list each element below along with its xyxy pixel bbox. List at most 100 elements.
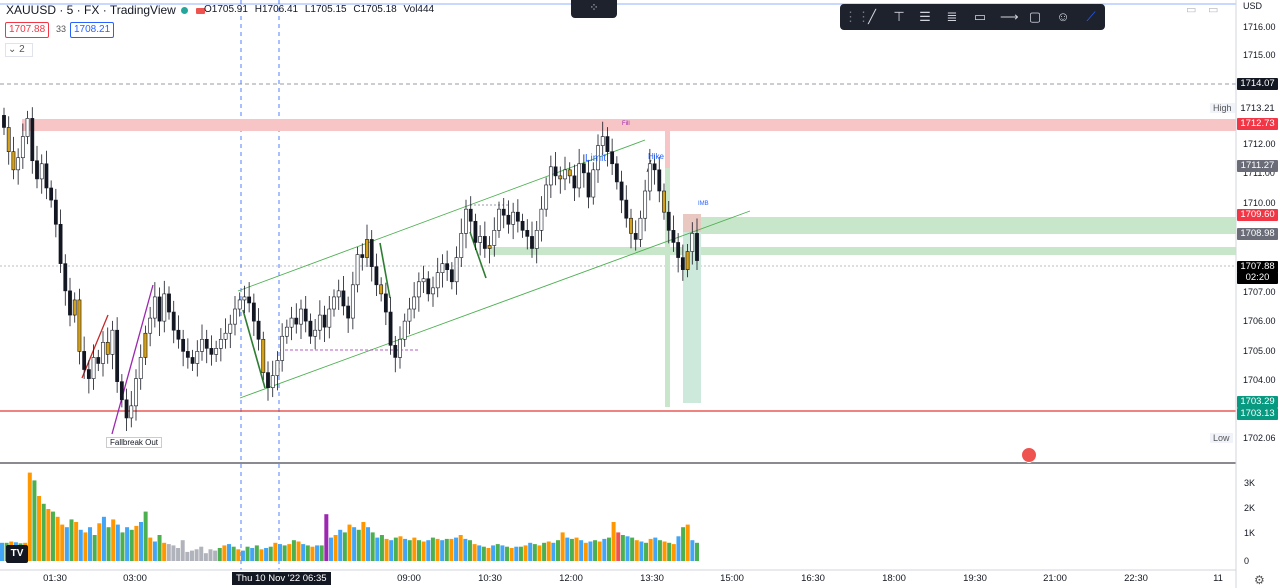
- candle-body: [313, 329, 318, 337]
- time-tick-label: 19:30: [963, 573, 987, 584]
- candle-body: [506, 214, 511, 225]
- time-tick-label: 10:30: [478, 573, 502, 584]
- buy-button[interactable]: 1708.21: [70, 22, 115, 38]
- price-tick-label: 1715.00: [1243, 50, 1276, 60]
- candle-body: [407, 308, 412, 322]
- grid-icon: ⁘: [589, 2, 599, 14]
- horizontal-ray-icon[interactable]: ⟶: [1000, 9, 1019, 24]
- callout-icon[interactable]: ▢: [1028, 9, 1042, 24]
- candle-body: [558, 175, 563, 180]
- candle-body: [581, 163, 586, 174]
- currency-label[interactable]: USD: [1243, 1, 1263, 11]
- spread-value: 33: [56, 24, 67, 34]
- price-marker-label: 1707.88: [1237, 261, 1278, 273]
- price-marker-label: 1708.98: [1237, 228, 1278, 240]
- volume-bar: [240, 550, 245, 561]
- volume-bar: [537, 545, 542, 561]
- volume-bar: [403, 538, 408, 561]
- candle-body: [303, 308, 308, 322]
- candle-body: [459, 233, 464, 258]
- volume-bar: [74, 522, 79, 561]
- volume-bar: [458, 535, 463, 561]
- channel-upper: [237, 139, 646, 292]
- volume-bar: [111, 519, 116, 561]
- candle-body: [346, 305, 351, 319]
- candle-body: [322, 314, 327, 328]
- emoji-icon[interactable]: ☺: [1056, 9, 1070, 24]
- volume-bar: [398, 536, 403, 561]
- gear-icon[interactable]: ⚙: [1254, 573, 1265, 587]
- candle-body: [365, 239, 369, 258]
- candle-body: [138, 357, 143, 379]
- candle-body: [572, 175, 577, 189]
- low-value: L1705.15: [304, 4, 347, 15]
- chart-header: XAUUSD · 5 · FX · TradingView O1705.91 H…: [0, 0, 1236, 60]
- rectangle-icon[interactable]: ▭: [973, 9, 987, 24]
- event-flag-icon[interactable]: [1021, 447, 1037, 463]
- fib-retracement-icon[interactable]: ≣: [946, 9, 958, 24]
- candle-body: [379, 284, 384, 295]
- volume-bar: [342, 532, 347, 561]
- candle-body: [393, 345, 398, 358]
- candle-body: [511, 211, 516, 225]
- volume-bar: [500, 545, 505, 561]
- drawing-toolbar: ⋮⋮ ╱ ⊤ ☰ ≣ ▭ ⟶ ▢ ☺ ⟋: [840, 4, 1105, 30]
- volume-bar: [602, 538, 607, 561]
- volume-bar: [657, 540, 662, 561]
- candle-body: [2, 115, 6, 128]
- volume-bar: [245, 546, 250, 561]
- drawing-zones: [0, 119, 1236, 412]
- volume-bar: [366, 527, 371, 561]
- price-tick-label: 1706.00: [1243, 316, 1276, 326]
- volume-bar: [444, 538, 449, 561]
- candle-body: [63, 263, 68, 292]
- close-value: C1705.18: [353, 4, 397, 15]
- candle-body: [530, 236, 534, 249]
- candle-body: [214, 348, 219, 355]
- volume-bar: [352, 527, 357, 561]
- drag-handle-icon[interactable]: ⋮⋮: [844, 9, 870, 24]
- candle-body: [638, 217, 643, 240]
- candle-body: [280, 335, 285, 361]
- candle-body: [435, 272, 440, 289]
- layout-toggle-button[interactable]: ⁘: [571, 0, 617, 18]
- high-marker-label: High: [1210, 103, 1235, 113]
- candle-body: [49, 187, 54, 201]
- parallel-channel-icon[interactable]: ☰: [919, 9, 931, 24]
- time-tick-label: 18:00: [882, 573, 906, 584]
- vertical-text-icon[interactable]: ⊤: [893, 9, 905, 24]
- volume-bar: [379, 535, 384, 561]
- flag-icon[interactable]: [195, 7, 205, 14]
- volume-bar: [287, 544, 292, 561]
- candle-body: [398, 338, 402, 358]
- volume-bar: [78, 529, 83, 561]
- symbol-title[interactable]: XAUUSD · 5 · FX · TradingView: [6, 3, 207, 17]
- volume-bar: [324, 514, 329, 561]
- candle-body: [600, 136, 605, 146]
- volume-bar: [588, 541, 593, 561]
- volume-bar: [222, 545, 227, 561]
- candle-body: [119, 381, 124, 401]
- chevron-down-icon: ⌄: [8, 44, 17, 55]
- volume-bar: [296, 541, 301, 561]
- candle-body: [619, 181, 624, 201]
- candle-body: [327, 308, 332, 328]
- volume-bar: [88, 527, 93, 561]
- maximize-icon[interactable]: ▭: [1208, 4, 1219, 16]
- candle-body: [610, 151, 615, 165]
- window-icon[interactable]: ▭: [1186, 4, 1197, 16]
- indicators-collapse-button[interactable]: ⌄ 2: [5, 43, 33, 57]
- candle-body: [525, 230, 530, 237]
- volume-bar: [481, 546, 486, 561]
- sell-button[interactable]: 1707.88: [5, 22, 50, 38]
- candle-body: [167, 293, 171, 313]
- position-long-zone: [665, 123, 670, 407]
- volume-bar: [435, 538, 440, 561]
- candle-body: [454, 257, 459, 283]
- brush-icon[interactable]: ⟋: [1086, 9, 1096, 24]
- candle-body: [402, 320, 407, 340]
- trend-line-icon[interactable]: ╱: [868, 9, 876, 24]
- tradingview-logo[interactable]: TV: [6, 545, 28, 563]
- fallbreak-label: Fallbreak Out: [106, 437, 163, 448]
